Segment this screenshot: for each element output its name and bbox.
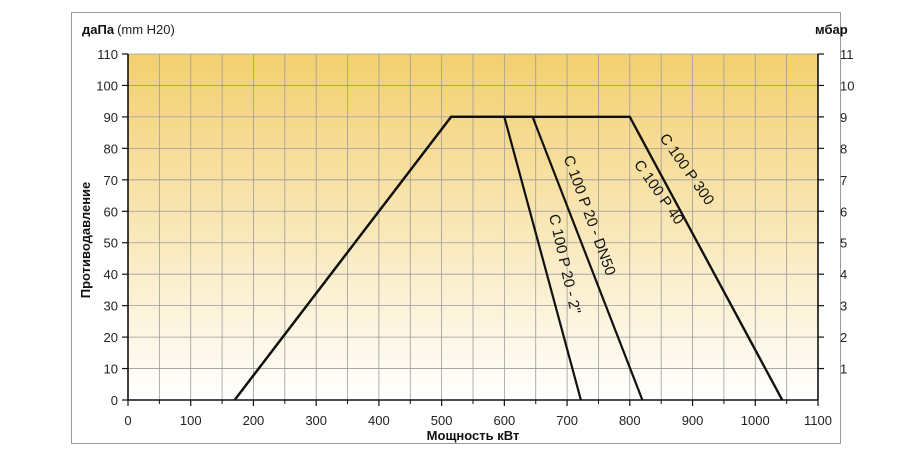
y-tick-label: 70 <box>104 173 118 188</box>
x-tick-label: 200 <box>243 413 265 428</box>
x-tick-label: 700 <box>556 413 578 428</box>
x-tick-label: 0 <box>124 413 131 428</box>
y-tick-label: 110 <box>97 47 118 62</box>
y-tick-label: 20 <box>104 330 118 345</box>
y2-tick-label: 8 <box>840 141 847 156</box>
y2-tick-label: 10 <box>840 78 854 93</box>
y-right-unit: мбар <box>815 22 848 37</box>
x-tick-label: 1000 <box>741 413 770 428</box>
y2-tick-label: 6 <box>840 204 847 219</box>
x-tick-label: 600 <box>494 413 516 428</box>
y2-tick-label: 5 <box>840 236 847 251</box>
y2-tick-label: 11 <box>840 47 854 62</box>
vertical-grid <box>158 54 788 400</box>
y2-tick-label: 3 <box>840 299 847 314</box>
y-tick-label: 10 <box>104 362 118 377</box>
y2-tick-label: 1 <box>840 362 847 377</box>
x-tick-label: 500 <box>431 413 453 428</box>
series-line-3 <box>233 115 784 401</box>
y2-tick-label: 9 <box>840 110 847 125</box>
y-tick-label: 40 <box>104 267 118 282</box>
x-tick-label: 300 <box>305 413 327 428</box>
y-right-tick-labels: 1 2 3 4 5 6 7 8 9 10 11 <box>840 47 854 377</box>
y-tick-label: 80 <box>104 141 118 156</box>
axes <box>122 53 824 406</box>
y-left-tick-labels: 0 10 20 30 40 50 60 70 80 90 100 110 <box>96 47 118 408</box>
y2-tick-label: 2 <box>840 330 847 345</box>
x-tick-label: 100 <box>180 413 202 428</box>
y-tick-label: 100 <box>96 78 118 93</box>
x-tick-labels: 0 100 200 300 400 500 600 700 800 900 1000 1100 <box>124 413 832 428</box>
y-tick-label: 0 <box>111 393 118 408</box>
horizontal-grid <box>128 53 818 369</box>
y-tick-label: 90 <box>104 110 118 125</box>
y-tick-label: 60 <box>104 204 118 219</box>
y-tick-label: 30 <box>104 299 118 314</box>
x-tick-label: 800 <box>619 413 641 428</box>
x-tick-label: 400 <box>368 413 390 428</box>
x-tick-label: 1100 <box>804 413 832 428</box>
y2-tick-label: 4 <box>840 267 847 282</box>
y-left-unit: даПа (mm H20) <box>82 22 175 37</box>
y2-tick-label: 7 <box>840 173 847 188</box>
x-tick-label: 900 <box>682 413 704 428</box>
y-tick-label: 50 <box>104 236 118 251</box>
y-axis-title: Противодавление <box>78 182 93 299</box>
series-lines <box>233 115 784 401</box>
x-axis-title: Мощность кВт <box>427 428 520 443</box>
